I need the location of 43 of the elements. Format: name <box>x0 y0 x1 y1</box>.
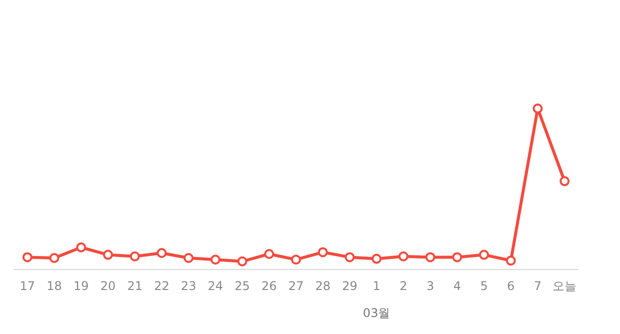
x-tick-label: 18 <box>46 278 62 293</box>
x-tick-label: 17 <box>20 278 36 293</box>
x-tick-label: 오늘 <box>552 278 577 293</box>
point <box>156 248 167 258</box>
x-tick-label: 1 <box>372 278 380 293</box>
point <box>479 250 489 260</box>
x-tick-label: 4 <box>453 278 461 293</box>
x-tick-label: 28 <box>315 278 330 293</box>
x-tick-label: 5 <box>480 278 488 293</box>
point <box>398 251 408 262</box>
point <box>318 247 328 258</box>
point <box>425 252 436 262</box>
x-tick-label: 2 <box>400 278 408 293</box>
point <box>560 176 570 186</box>
x-tick-label: 7 <box>534 278 542 293</box>
x-tick-label: 27 <box>288 278 304 293</box>
point <box>184 253 194 264</box>
x-tick-label: 26 <box>262 278 277 293</box>
point <box>372 254 382 264</box>
x-tick-label: 6 <box>507 278 515 293</box>
point <box>344 252 355 262</box>
point <box>452 252 462 262</box>
point <box>130 251 140 262</box>
point <box>76 242 86 252</box>
point <box>210 254 220 265</box>
x-tick-label: 25 <box>234 278 250 293</box>
text: 03월 <box>362 306 390 320</box>
point <box>506 256 516 266</box>
point <box>22 252 32 262</box>
x-tick-label: 23 <box>180 278 196 293</box>
point <box>237 256 248 266</box>
point <box>264 248 274 259</box>
point <box>532 104 543 114</box>
x-tick-label: 24 <box>208 278 224 293</box>
x-tick-label: 22 <box>154 278 170 293</box>
x-tick-label: 21 <box>127 278 142 293</box>
point <box>103 250 113 260</box>
x-tick-label: 29 <box>342 278 358 293</box>
x-tick-label: 19 <box>74 278 89 293</box>
point <box>291 254 301 265</box>
point <box>49 253 60 264</box>
x-tick-label: 3 <box>426 278 434 293</box>
x-tick-label: 20 <box>100 278 116 293</box>
